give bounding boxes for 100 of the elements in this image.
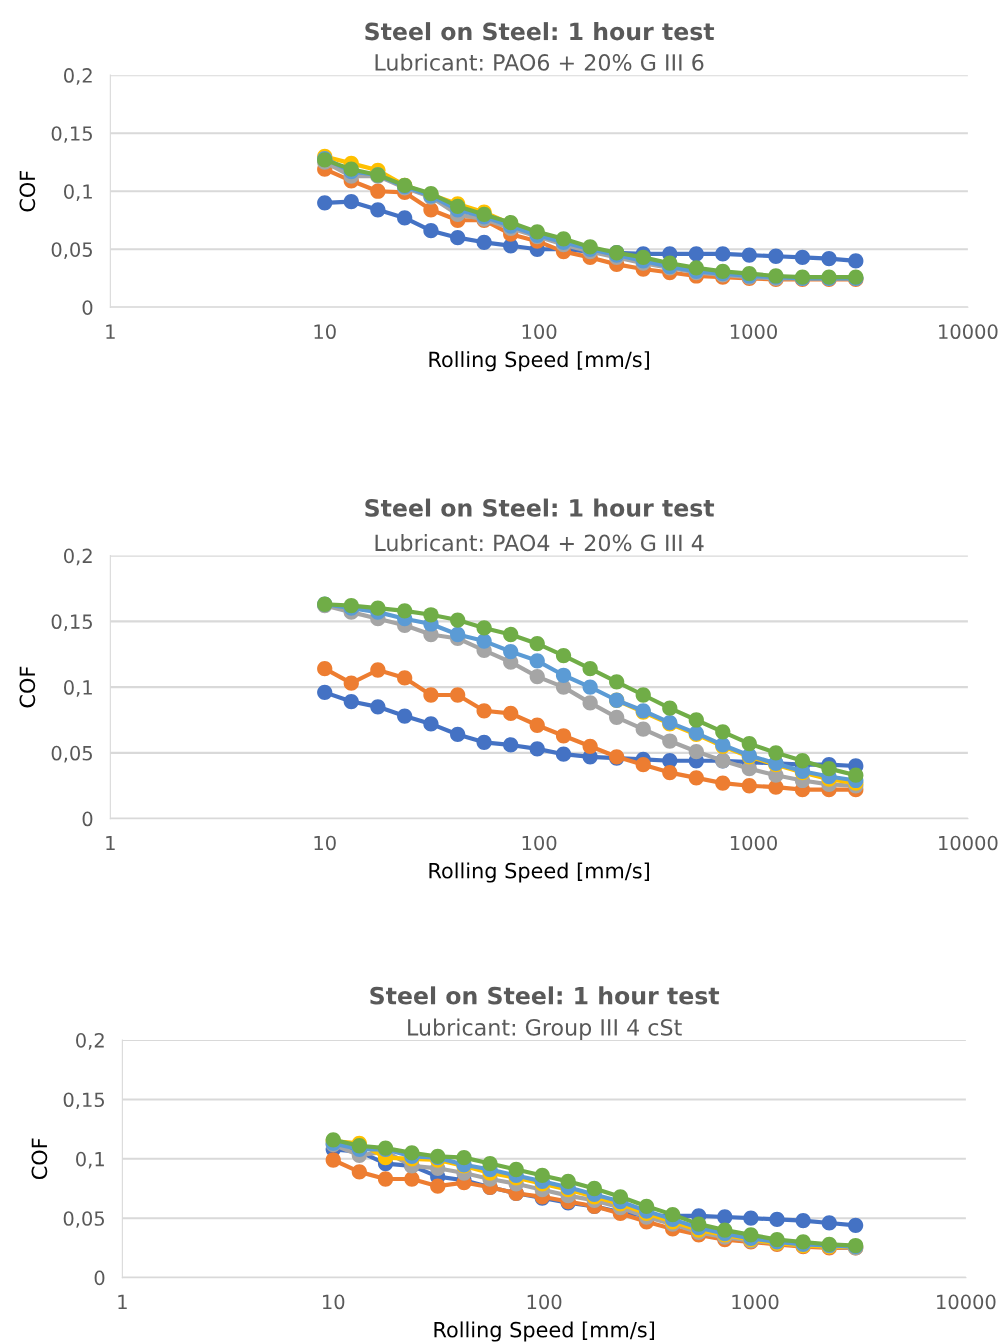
point — [688, 770, 704, 786]
x-tick-label: 10000 — [939, 835, 998, 851]
y-tick-label: 0,05 — [51, 242, 92, 259]
point — [404, 1145, 420, 1161]
y-tick-label: 0,1 — [64, 184, 92, 201]
point — [612, 1189, 629, 1205]
point — [423, 607, 439, 623]
chart-subtitle: Lubricant: Group III 4 cSt — [408, 1018, 682, 1041]
chart-title: Steel on Steel: 1 hour test — [370, 986, 720, 1005]
point — [821, 250, 837, 267]
point — [688, 743, 704, 760]
point — [560, 1173, 576, 1190]
point — [423, 687, 439, 703]
point — [847, 1217, 864, 1233]
point — [423, 202, 439, 218]
point — [529, 668, 545, 685]
point — [743, 1227, 759, 1243]
point — [430, 1178, 446, 1194]
point — [769, 1211, 785, 1228]
point — [423, 223, 439, 239]
x-axis-title: Rolling Speed [mm/s] — [434, 1321, 655, 1342]
point — [397, 670, 413, 686]
x-tick-label: 10000 — [937, 1294, 996, 1310]
point — [795, 1212, 811, 1229]
point — [370, 699, 386, 715]
x-tick-label: 1 — [106, 324, 115, 339]
point — [768, 248, 784, 264]
x-tick-label: 10000 — [939, 324, 998, 340]
point — [450, 612, 466, 628]
x-tick-label: 100 — [522, 324, 557, 340]
chart-title: Steel on Steel: 1 hour test — [365, 22, 715, 41]
x-tick-label: 100 — [527, 1294, 562, 1310]
y-tick-label: 0,15 — [51, 614, 92, 631]
x-tick-label: 1000 — [730, 324, 777, 340]
point — [529, 636, 545, 652]
point — [609, 709, 625, 725]
point — [715, 724, 731, 740]
point — [741, 778, 757, 794]
point — [741, 736, 757, 752]
point — [662, 764, 678, 781]
point — [821, 761, 837, 777]
point — [503, 705, 519, 722]
point — [476, 620, 492, 636]
x-axis-title: Rolling Speed [mm/s] — [429, 862, 649, 883]
point — [450, 726, 466, 743]
y-tick-label: 0,05 — [63, 1211, 104, 1228]
point — [717, 1222, 733, 1238]
point — [503, 737, 519, 753]
point — [317, 684, 333, 700]
point — [717, 1209, 733, 1225]
point — [370, 202, 386, 218]
y-tick-label: 0,15 — [63, 1092, 104, 1110]
point — [582, 738, 598, 754]
point — [351, 1164, 367, 1180]
point — [794, 249, 811, 266]
y-tick-label: 0,05 — [51, 745, 92, 763]
point — [794, 753, 811, 769]
point — [529, 653, 545, 669]
point — [317, 195, 333, 211]
point — [821, 1215, 837, 1231]
x-tick-label: 10 — [314, 835, 336, 851]
point — [476, 234, 492, 250]
point — [397, 708, 413, 724]
y-axis-title: COF — [19, 666, 36, 708]
point — [343, 693, 359, 710]
point — [638, 1198, 655, 1214]
point — [529, 717, 545, 733]
point — [715, 775, 731, 791]
point — [450, 626, 466, 643]
point — [635, 249, 651, 266]
point — [635, 757, 651, 773]
point — [370, 183, 386, 199]
point — [582, 679, 598, 695]
y-tick-label: 0,1 — [64, 680, 92, 697]
x-tick-label: 100 — [522, 835, 557, 851]
point — [688, 712, 704, 728]
x-tick-label: 10 — [323, 1294, 345, 1310]
point — [503, 643, 519, 660]
x-tick-label: 1 — [106, 835, 115, 851]
y-axis-title: COF — [31, 1138, 48, 1180]
point — [529, 741, 545, 757]
point — [662, 733, 678, 749]
point — [609, 674, 625, 690]
point — [503, 626, 519, 643]
chart-subtitle: Lubricant: PAO6 + 20% G III 6 — [375, 53, 704, 71]
point — [848, 253, 864, 269]
y-tick-label: 0,2 — [76, 1033, 104, 1050]
point — [317, 661, 333, 677]
point — [343, 194, 359, 210]
point — [370, 600, 386, 616]
x-axis-title: Rolling Speed [mm/s] — [429, 351, 649, 372]
point — [370, 662, 386, 678]
x-tick-label: 1 — [118, 1294, 127, 1310]
point — [662, 255, 678, 271]
point — [555, 647, 572, 664]
y-axis-title: COF — [19, 170, 36, 212]
y-tick-label: 0 — [82, 300, 93, 315]
point — [768, 745, 784, 761]
point — [534, 1167, 550, 1184]
point — [508, 1161, 524, 1178]
